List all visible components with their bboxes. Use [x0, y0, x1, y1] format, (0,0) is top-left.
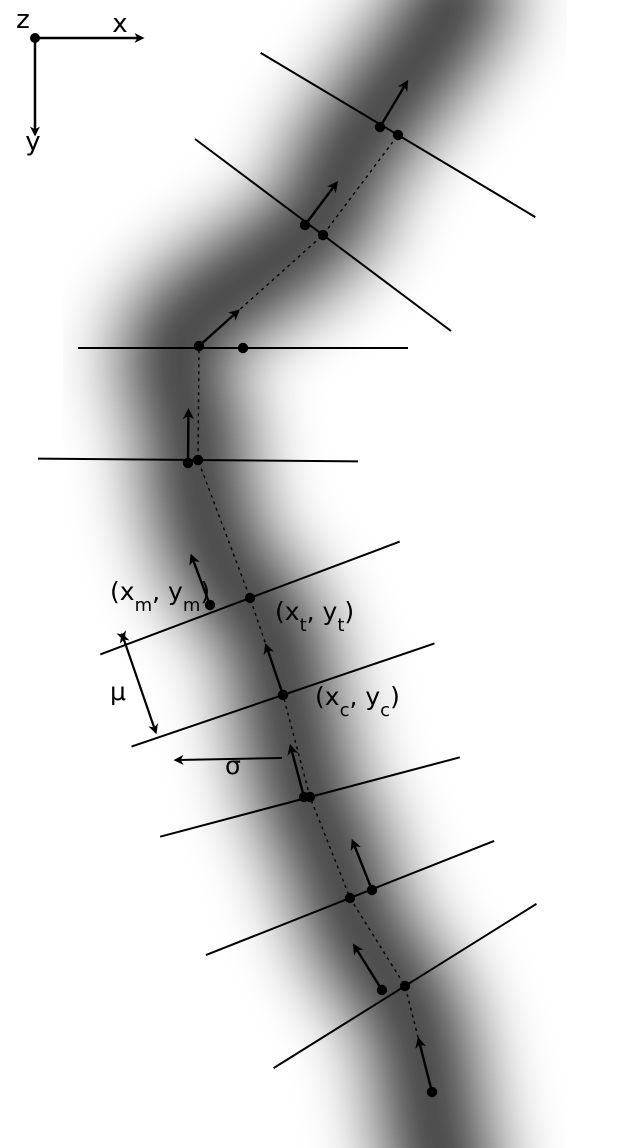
tick-point	[427, 1087, 437, 1097]
meas-point	[367, 885, 377, 895]
label-sigma: σ	[225, 751, 241, 780]
tick-point	[318, 230, 328, 240]
meas-point	[375, 122, 385, 132]
tick-point	[345, 893, 355, 903]
tick-point	[393, 130, 403, 140]
tick-point	[400, 981, 410, 991]
tick-point	[245, 593, 255, 603]
meas-point	[194, 341, 204, 351]
tick-point	[238, 343, 248, 353]
label-mu: μ	[110, 677, 126, 706]
tick-point	[193, 455, 203, 465]
x-axis-label: x	[112, 9, 127, 39]
meas-point	[377, 985, 387, 995]
diagram-canvas: xyz(xm, ym)(xt, yt)(xc, yc)μσ	[0, 0, 629, 1148]
meas-point	[183, 458, 193, 468]
meas-point	[278, 690, 288, 700]
meas-point	[299, 792, 309, 802]
meas-point	[300, 220, 310, 230]
z-axis-label: z	[16, 5, 30, 35]
y-axis-label: y	[25, 127, 40, 157]
